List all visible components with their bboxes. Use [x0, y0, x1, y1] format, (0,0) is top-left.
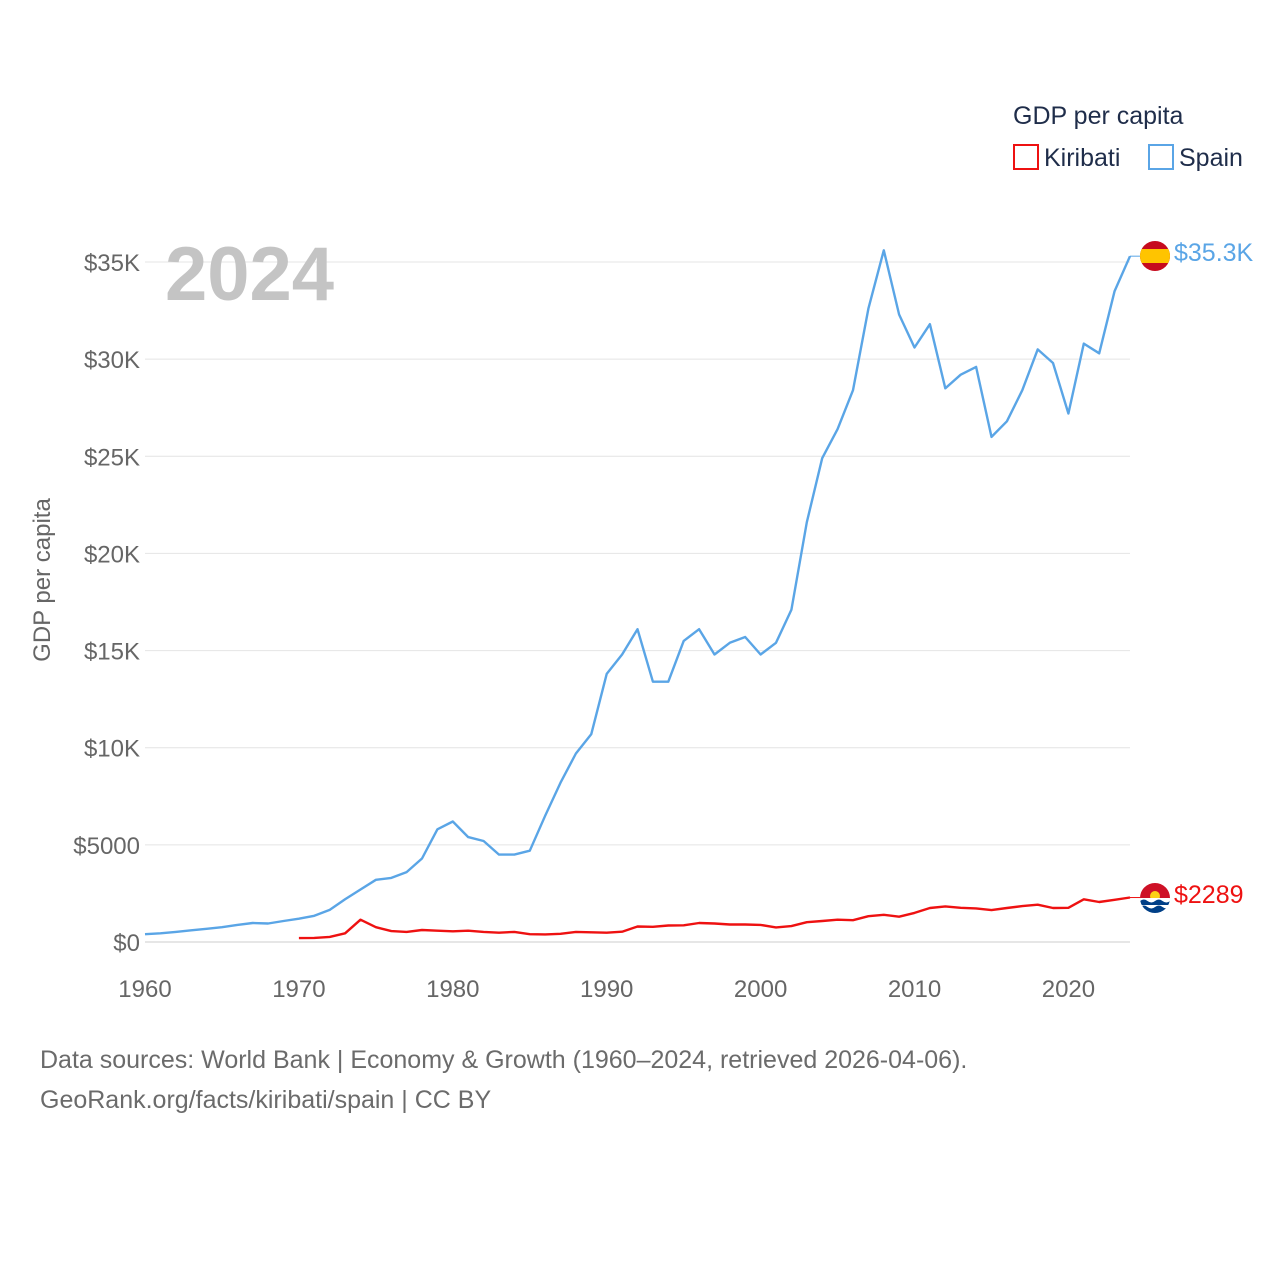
series-line-spain[interactable] [144, 249, 1132, 936]
y-tick-label: $35K [84, 250, 140, 277]
legend-item-kiribati[interactable]: Kiribati [1013, 144, 1120, 172]
y-axis-label: GDP per capita [29, 498, 56, 662]
legend-item-spain[interactable]: Spain [1148, 144, 1243, 172]
end-label-kiribati: $2289 [1174, 881, 1244, 909]
legend-title: GDP per capita [1013, 102, 1184, 130]
x-tick-label: 2010 [888, 976, 941, 1003]
x-tick-label: 1970 [272, 976, 325, 1003]
legend-label-kiribati: Kiribati [1044, 144, 1120, 172]
legend-swatch-kiribati [1013, 144, 1039, 170]
year-watermark: 2024 [165, 232, 334, 317]
y-tick-label: $0 [113, 930, 140, 957]
series-line-kiribati[interactable] [298, 896, 1131, 940]
y-axis-ticks: $0 $5000 $10K $15K $20K $25K $30K $35K [73, 250, 140, 957]
y-tick-label: $30K [84, 347, 140, 374]
sources-line: Data sources: World Bank | Economy & Gro… [40, 1046, 968, 1074]
x-tick-label: 2020 [1042, 976, 1095, 1003]
gridlines [145, 261, 1130, 943]
x-tick-label: 1960 [118, 976, 171, 1003]
data-sources: Data sources: World Bank | Economy & Gro… [40, 1040, 1240, 1120]
kiribati-flag-icon [1140, 883, 1170, 913]
y-tick-label: $5000 [73, 833, 140, 860]
y-tick-label: $20K [84, 541, 140, 568]
legend-swatch-spain [1148, 144, 1174, 170]
legend-label-spain: Spain [1179, 144, 1243, 172]
x-tick-label: 1980 [426, 976, 479, 1003]
end-label-spain: $35.3K [1174, 239, 1254, 267]
y-tick-label: $25K [84, 444, 140, 471]
x-axis-ticks: 1960 1970 1980 1990 2000 2010 2020 [118, 976, 1095, 1003]
x-tick-label: 2000 [734, 976, 787, 1003]
source-link[interactable]: GeoRank.org/facts/kiribati/spain | CC BY [40, 1086, 492, 1114]
series-lines [144, 249, 1140, 940]
y-tick-label: $10K [84, 736, 140, 763]
x-tick-label: 1990 [580, 976, 633, 1003]
spain-flag-icon [1140, 241, 1170, 271]
y-tick-label: $15K [84, 639, 140, 666]
